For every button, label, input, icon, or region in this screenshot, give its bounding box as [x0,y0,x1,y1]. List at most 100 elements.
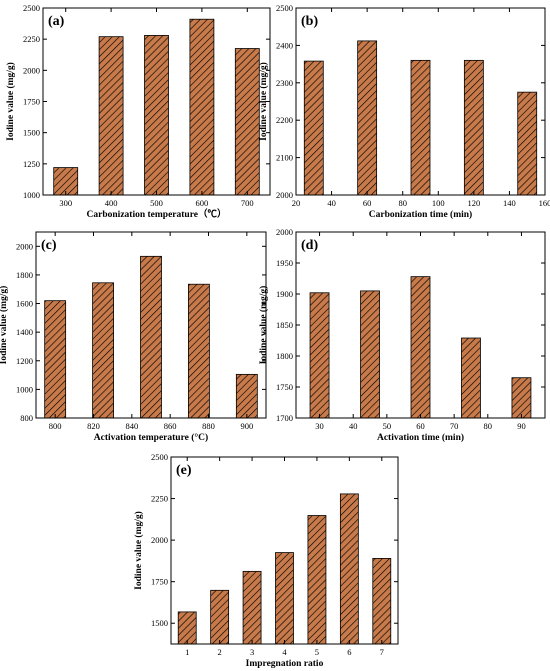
y-tick-label: 1200 [16,356,33,366]
plot-frame [295,7,546,196]
x-tick-label: 4 [282,647,287,657]
y-axis-label: Iodine value (mg/g) [5,62,16,141]
x-tick-label: 40 [327,198,336,208]
y-tick-label: 2250 [23,34,40,44]
x-tick-label: 3 [250,647,254,657]
bar-2-3 [410,59,431,196]
y-tick-label: 2000 [23,65,40,75]
bar-1-1 [53,167,79,196]
x-axis-label: Activation temperature (°C) [94,432,208,443]
y-tick-label: 2000 [151,535,168,545]
bar-3-1 [44,300,67,419]
panel-label: (d) [301,238,318,253]
x-tick-label: 820 [87,421,100,431]
bar-3-3 [140,255,162,419]
bar-2-2 [357,40,378,196]
y-tick-label: 1700 [276,413,293,423]
y-tick-label: 2300 [276,78,293,88]
bar-5-7 [372,557,392,645]
y-tick-label: 1850 [276,320,293,330]
bar-2-4 [463,59,484,196]
y-tick-label: 2400 [276,40,293,50]
x-tick-label: 7 [380,647,384,657]
bar-3-2 [92,282,114,419]
y-tick-label: 1750 [151,577,168,587]
bar-1-4 [189,18,215,196]
x-tick-label: 140 [503,198,516,208]
x-tick-label: 700 [241,198,254,208]
y-tick-label: 1500 [151,618,168,628]
x-axis-label: Carbonization time (min) [369,209,472,220]
x-tick-label: 880 [202,421,215,431]
x-tick-label: 30 [315,421,324,431]
chart-panel-5: 1500 1750 2000 2250 2500 1 2 3 4 5 6 7 Impregnation … [133,452,399,669]
x-tick-label: 70 [450,421,459,431]
chart-panel-2: 2000 2100 2200 2300 2400 2500 20 40 60 80 100 120 14… [258,3,550,220]
x-tick-label: 840 [125,421,138,431]
x-tick-label: 60 [416,421,425,431]
bar-4-5 [511,377,532,419]
x-tick-label: 90 [517,421,526,431]
chart-panel-4: 1700 1750 1800 1850 1900 1950 2000 30 40 50 60 70 80… [258,227,546,443]
x-tick-label: 120 [467,198,480,208]
x-tick-label: 20 [292,198,301,208]
x-axis-label: Impregnation ratio [246,659,324,669]
bar-5-6 [339,493,359,645]
bar-5-1 [177,611,197,645]
x-tick-label: 900 [240,421,253,431]
panel-label: (c) [41,238,57,253]
y-tick-label: 800 [20,413,33,423]
x-tick-label: 50 [383,421,392,431]
bar-4-3 [410,276,431,419]
bar-3-5 [235,373,258,419]
bar-3-4 [188,283,210,419]
x-tick-label: 6 [347,647,351,657]
y-tick-label: 1800 [16,270,33,280]
bar-5-3 [242,570,262,645]
bar-4-1 [309,292,330,419]
x-tick-label: 860 [164,421,177,431]
y-tick-label: 1000 [16,384,33,394]
y-tick-label: 2500 [23,3,40,13]
bar-1-5 [234,48,260,196]
y-axis-label: Iodine value (mg/g) [133,511,144,590]
x-tick-label: 60 [363,198,372,208]
y-tick-label: 1250 [23,159,40,169]
x-tick-label: 5 [315,647,319,657]
panel-label: (b) [301,14,318,29]
y-tick-label: 1950 [276,258,293,268]
x-tick-label: 500 [150,198,163,208]
x-tick-label: 800 [49,421,62,431]
y-tick-label: 1750 [23,97,40,107]
y-tick-label: 1500 [23,128,40,138]
x-tick-label: 100 [432,198,445,208]
x-tick-label: 600 [196,198,209,208]
x-tick-label: 300 [59,198,72,208]
y-tick-label: 1600 [16,299,33,309]
x-tick-label: 40 [349,421,358,431]
panel-label: (a) [48,14,65,29]
y-axis-label: Iodine value (mg/g) [258,62,269,141]
bar-2-1 [303,60,324,196]
bar-4-2 [360,290,380,419]
bar-5-2 [210,589,230,645]
y-tick-label: 2000 [276,190,293,200]
x-tick-label: 160 [539,198,550,208]
y-tick-label: 1750 [276,382,293,392]
bar-4-4 [461,337,481,419]
y-axis-label: Iodine value (mg/g) [258,286,269,365]
y-tick-label: 2000 [16,241,33,251]
bar-1-2 [98,36,124,196]
x-tick-label: 80 [484,421,493,431]
plot-frame [35,231,267,419]
chart-panel-1: 1000 1250 1500 1750 2000 2250 2500 300 400 500 600… [5,3,271,220]
x-axis-label: Activation time (min) [377,432,464,443]
y-tick-label: 1400 [16,327,33,337]
x-tick-label: 1 [185,647,189,657]
x-tick-label: 2 [218,647,222,657]
y-tick-label: 2250 [151,494,168,504]
y-tick-label: 1900 [276,289,293,299]
bar-5-4 [275,552,294,645]
y-axis-label: Iodine value (mg/g) [0,286,9,365]
